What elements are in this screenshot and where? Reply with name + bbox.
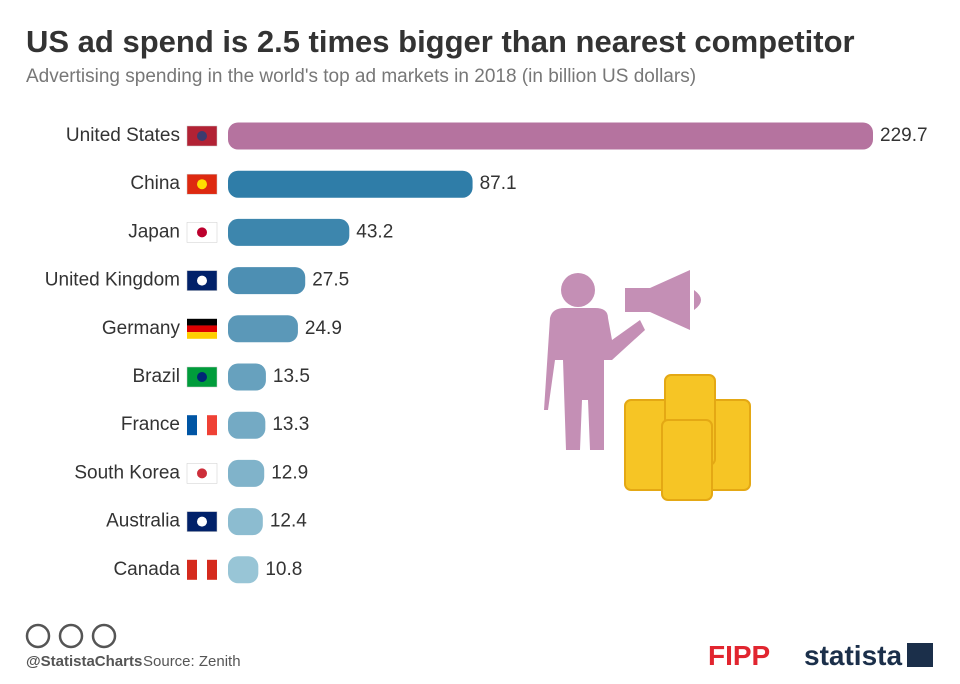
value-label: 13.5: [273, 366, 310, 387]
flag: [187, 415, 217, 436]
category-label: China: [130, 173, 180, 194]
flag-part: [197, 415, 207, 436]
flag: [186, 125, 218, 147]
brand-logo: statista: [804, 640, 902, 671]
value-label: 27.5: [312, 270, 349, 291]
category-label: Japan: [128, 221, 180, 242]
value-label: 13.3: [272, 414, 309, 435]
credit: @StatistaCharts: [26, 653, 142, 670]
category-label: Germany: [102, 318, 181, 339]
flag: [186, 511, 218, 532]
bar: [228, 363, 266, 391]
category-label: Brazil: [132, 366, 180, 387]
flag: [186, 270, 218, 291]
category-label: United Kingdom: [45, 270, 180, 291]
flag: [186, 463, 218, 484]
value-label: 10.8: [265, 559, 302, 580]
category-label: South Korea: [74, 462, 180, 483]
flag-part: [197, 275, 207, 286]
value-label: 12.4: [270, 511, 307, 532]
flag: [187, 318, 217, 339]
value-label: 87.1: [480, 173, 517, 194]
cc-icons: [25, 623, 117, 649]
bar: [228, 315, 298, 343]
bar: [228, 459, 265, 487]
flag-part: [197, 131, 207, 141]
brand-mark: [907, 643, 933, 667]
value-label: 229.7: [880, 125, 928, 146]
flag-part: [187, 318, 217, 326]
flag-part: [187, 332, 217, 339]
source: Source: Zenith: [143, 653, 241, 670]
illustration: [544, 270, 751, 501]
flag-part: [187, 559, 197, 580]
chart-title: US ad spend is 2.5 times bigger than nea…: [26, 24, 855, 59]
flag: [186, 173, 218, 195]
bar: [228, 218, 350, 246]
bar: [228, 267, 306, 295]
flag-part: [197, 516, 207, 527]
flag-part: [197, 179, 207, 190]
bar: [228, 411, 266, 439]
flag-part: [187, 325, 217, 333]
category-label: Canada: [113, 559, 180, 580]
bar: [228, 508, 263, 536]
category-label: Australia: [106, 511, 180, 532]
value-label: 12.9: [271, 462, 308, 483]
flag: [186, 222, 218, 243]
chart-subtitle: Advertising spending in the world's top …: [26, 66, 696, 87]
flag-part: [197, 227, 207, 238]
category-label: France: [121, 414, 180, 435]
flag-part: [207, 559, 217, 580]
flag-part: [187, 415, 197, 436]
flag-part: [197, 468, 207, 479]
flag-part: [207, 415, 217, 436]
partner-logo: FIPP: [708, 640, 770, 671]
bar: [228, 556, 259, 584]
value-label: 43.2: [356, 221, 393, 242]
bar: [228, 122, 873, 150]
flag-part: [197, 372, 207, 382]
flag: [186, 366, 218, 388]
flag-part: [197, 559, 207, 580]
bar: [228, 170, 473, 198]
category-label: United States: [66, 125, 180, 146]
value-label: 24.9: [305, 318, 342, 339]
flag: [187, 559, 217, 580]
